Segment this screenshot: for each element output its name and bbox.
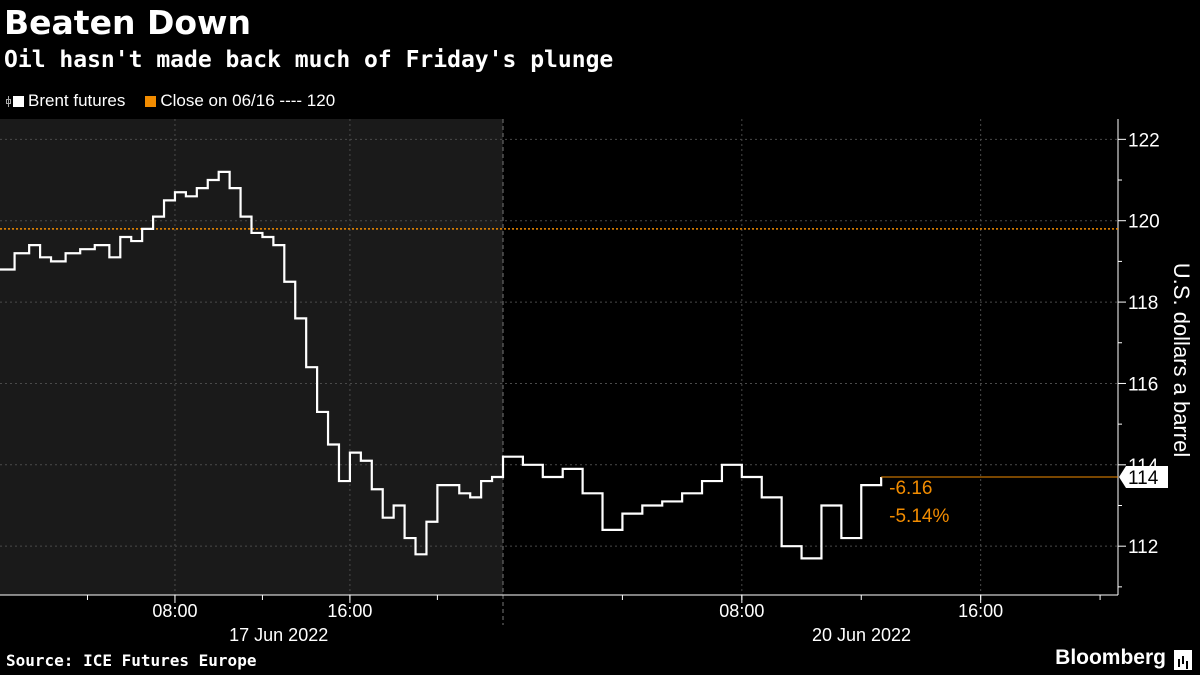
y-tick-label: 118 bbox=[1128, 293, 1158, 314]
last-value-tag bbox=[1119, 466, 1168, 489]
chart-subtitle: Oil hasn't made back much of Friday's pl… bbox=[4, 47, 614, 73]
last-value-label: 114 bbox=[1128, 468, 1159, 489]
y-tick-label: 116 bbox=[1128, 374, 1158, 395]
x-tick-label: 08:00 bbox=[152, 601, 197, 621]
source-note: Source: ICE Futures Europe bbox=[6, 651, 257, 670]
legend: Brent futures Close on 06/16 ---- 120 bbox=[6, 89, 355, 113]
x-tick-label: 16:00 bbox=[327, 601, 372, 621]
brand-name: Bloomberg bbox=[1055, 646, 1166, 669]
series-line-brent bbox=[0, 170, 883, 560]
y-axis-title: U.S. dollars a barrel bbox=[1169, 263, 1194, 457]
chart-title: Beaten Down bbox=[4, 3, 251, 42]
bloomberg-logo-icon bbox=[1174, 650, 1192, 670]
change-annotation: -6.16 bbox=[889, 478, 932, 499]
y-tick-label: 122 bbox=[1128, 130, 1160, 151]
price-bar-icon bbox=[6, 95, 12, 108]
legend-label-close: Close on 06/16 ---- 120 bbox=[160, 91, 336, 110]
x-day-label: 17 Jun 2022 bbox=[229, 625, 328, 645]
legend-item-brent: Brent futures bbox=[6, 91, 125, 111]
y-tick-label: 120 bbox=[1128, 212, 1160, 233]
legend-swatch-brent bbox=[13, 95, 24, 107]
x-tick-label: 16:00 bbox=[958, 601, 1003, 621]
x-day-label: 20 Jun 2022 bbox=[812, 625, 911, 645]
y-tick-label: 112 bbox=[1128, 537, 1158, 558]
legend-label-brent: Brent futures bbox=[28, 91, 126, 110]
legend-item-close: Close on 06/16 ---- 120 bbox=[145, 91, 335, 111]
x-tick-label: 08:00 bbox=[719, 601, 764, 621]
change-pct-annotation: -5.14% bbox=[889, 506, 949, 527]
prior-session-shading bbox=[0, 119, 503, 595]
legend-swatch-close bbox=[145, 95, 157, 107]
